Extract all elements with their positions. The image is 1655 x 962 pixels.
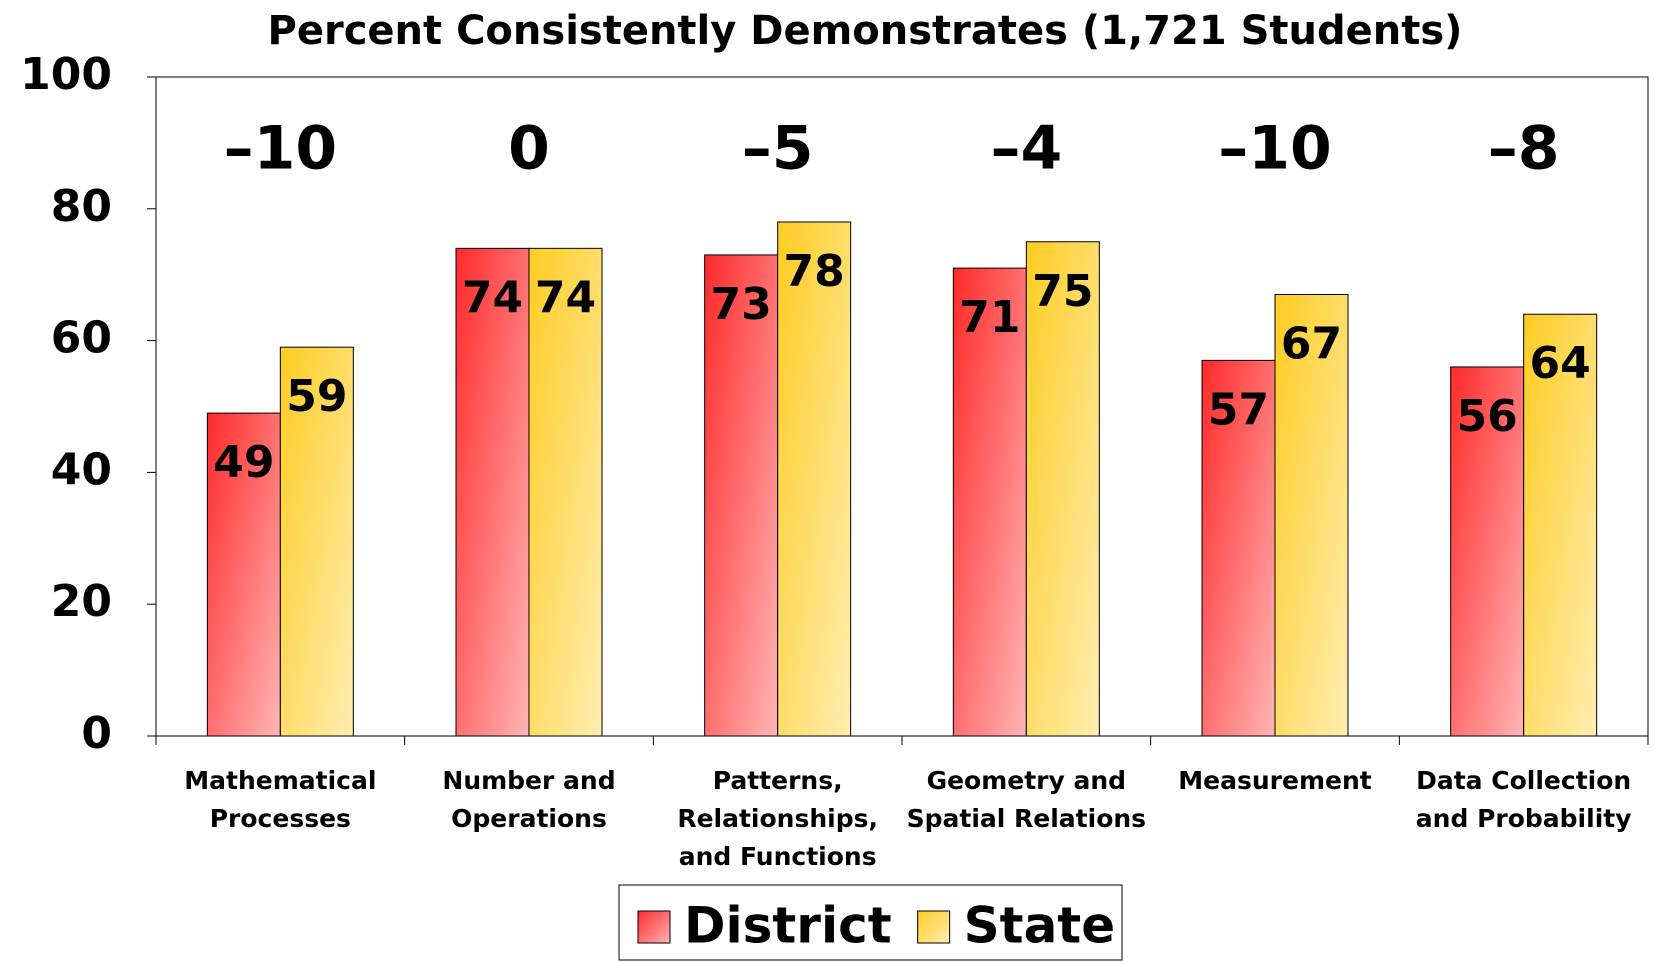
difference-label: –5 xyxy=(742,114,814,184)
legend-label: District xyxy=(684,897,892,955)
y-tick-label: 100 xyxy=(20,49,112,100)
y-tick-label: 20 xyxy=(51,576,112,627)
difference-label: 0 xyxy=(508,114,550,184)
x-tick-label: Geometry and Spatial Relations xyxy=(906,766,1147,833)
x-tick-label: Measurement xyxy=(1178,766,1372,795)
bar xyxy=(1450,366,1525,737)
bar xyxy=(206,412,281,737)
bar xyxy=(1201,359,1276,737)
x-tick-label: Mathematical Processes xyxy=(184,766,377,833)
x-tick-label: Number and Operations xyxy=(442,766,616,833)
bar xyxy=(528,247,603,737)
difference-label: –4 xyxy=(990,114,1062,184)
legend-box xyxy=(618,884,1123,961)
difference-label: –10 xyxy=(1218,114,1332,184)
difference-label: –10 xyxy=(224,114,338,184)
x-tick-label: Data Collection and Probability xyxy=(1415,766,1632,833)
value-label: 59 xyxy=(286,371,347,422)
value-label: 75 xyxy=(1032,266,1093,317)
legend-swatch xyxy=(917,910,951,944)
bar xyxy=(1274,293,1349,737)
value-label: 78 xyxy=(784,246,845,297)
value-label: 74 xyxy=(462,272,523,323)
y-tick-label: 60 xyxy=(51,313,112,364)
value-label: 73 xyxy=(711,279,772,330)
y-tick-label: 0 xyxy=(81,708,112,759)
plot-frame xyxy=(155,76,1649,737)
value-label: 49 xyxy=(213,437,274,488)
value-label: 57 xyxy=(1208,384,1269,435)
value-label: 56 xyxy=(1457,391,1518,442)
bar xyxy=(279,346,354,737)
bar xyxy=(1523,313,1598,737)
value-label: 74 xyxy=(535,272,596,323)
bar xyxy=(455,247,530,737)
y-tick-label: 40 xyxy=(51,444,112,495)
value-label: 71 xyxy=(959,292,1020,343)
legend-label: State xyxy=(964,897,1115,955)
bar xyxy=(704,254,779,737)
bar xyxy=(777,221,852,737)
y-tick-label: 80 xyxy=(51,181,112,232)
chart-title: Percent Consistently Demonstrates (1,721… xyxy=(268,8,1463,54)
legend-swatch xyxy=(637,910,671,944)
bar xyxy=(1025,241,1100,737)
x-tick-label: Patterns, Relationships, and Functions xyxy=(677,766,878,871)
value-label: 67 xyxy=(1281,318,1342,369)
value-label: 64 xyxy=(1530,338,1591,389)
difference-label: –8 xyxy=(1488,114,1560,184)
